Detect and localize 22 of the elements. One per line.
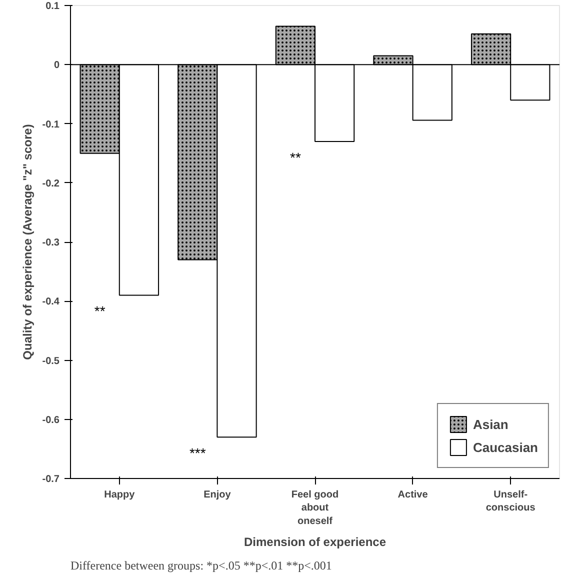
legend-label: Caucasian — [472, 440, 538, 454]
x-tick-label: Feel good about oneself — [291, 490, 339, 527]
x-tick-label: Happy — [104, 490, 136, 500]
x-tick-label: Active — [398, 490, 428, 500]
y-tick-label: -0.1 — [42, 119, 60, 130]
legend-label: Asian — [472, 416, 508, 432]
y-tick-label: -0.3 — [42, 238, 60, 248]
y-tick-label: -0.2 — [42, 178, 60, 190]
x-tick-label: Enjoy — [204, 490, 232, 500]
y-tick-label: 0 — [54, 60, 60, 72]
y-tick-label: -0.4 — [42, 296, 60, 308]
y-tick-label: -0.5 — [42, 356, 60, 367]
text: Difference between groups: *p<.05 **p<.01 **p<.001 — [70, 558, 332, 572]
y-axis-title: Quality of experience (Average "z" score) — [20, 124, 34, 360]
annotation: *** — [189, 445, 206, 462]
annotation: ** — [94, 303, 106, 320]
x-tick-label: Unself- conscious — [486, 490, 536, 514]
y-tick-label: 0.1 — [46, 1, 60, 12]
x-axis-title: Dimension of experience — [244, 534, 386, 549]
y-tick-label: -0.6 — [42, 414, 60, 426]
annotation: ** — [290, 149, 302, 166]
y-tick-label: -0.7 — [42, 474, 60, 485]
